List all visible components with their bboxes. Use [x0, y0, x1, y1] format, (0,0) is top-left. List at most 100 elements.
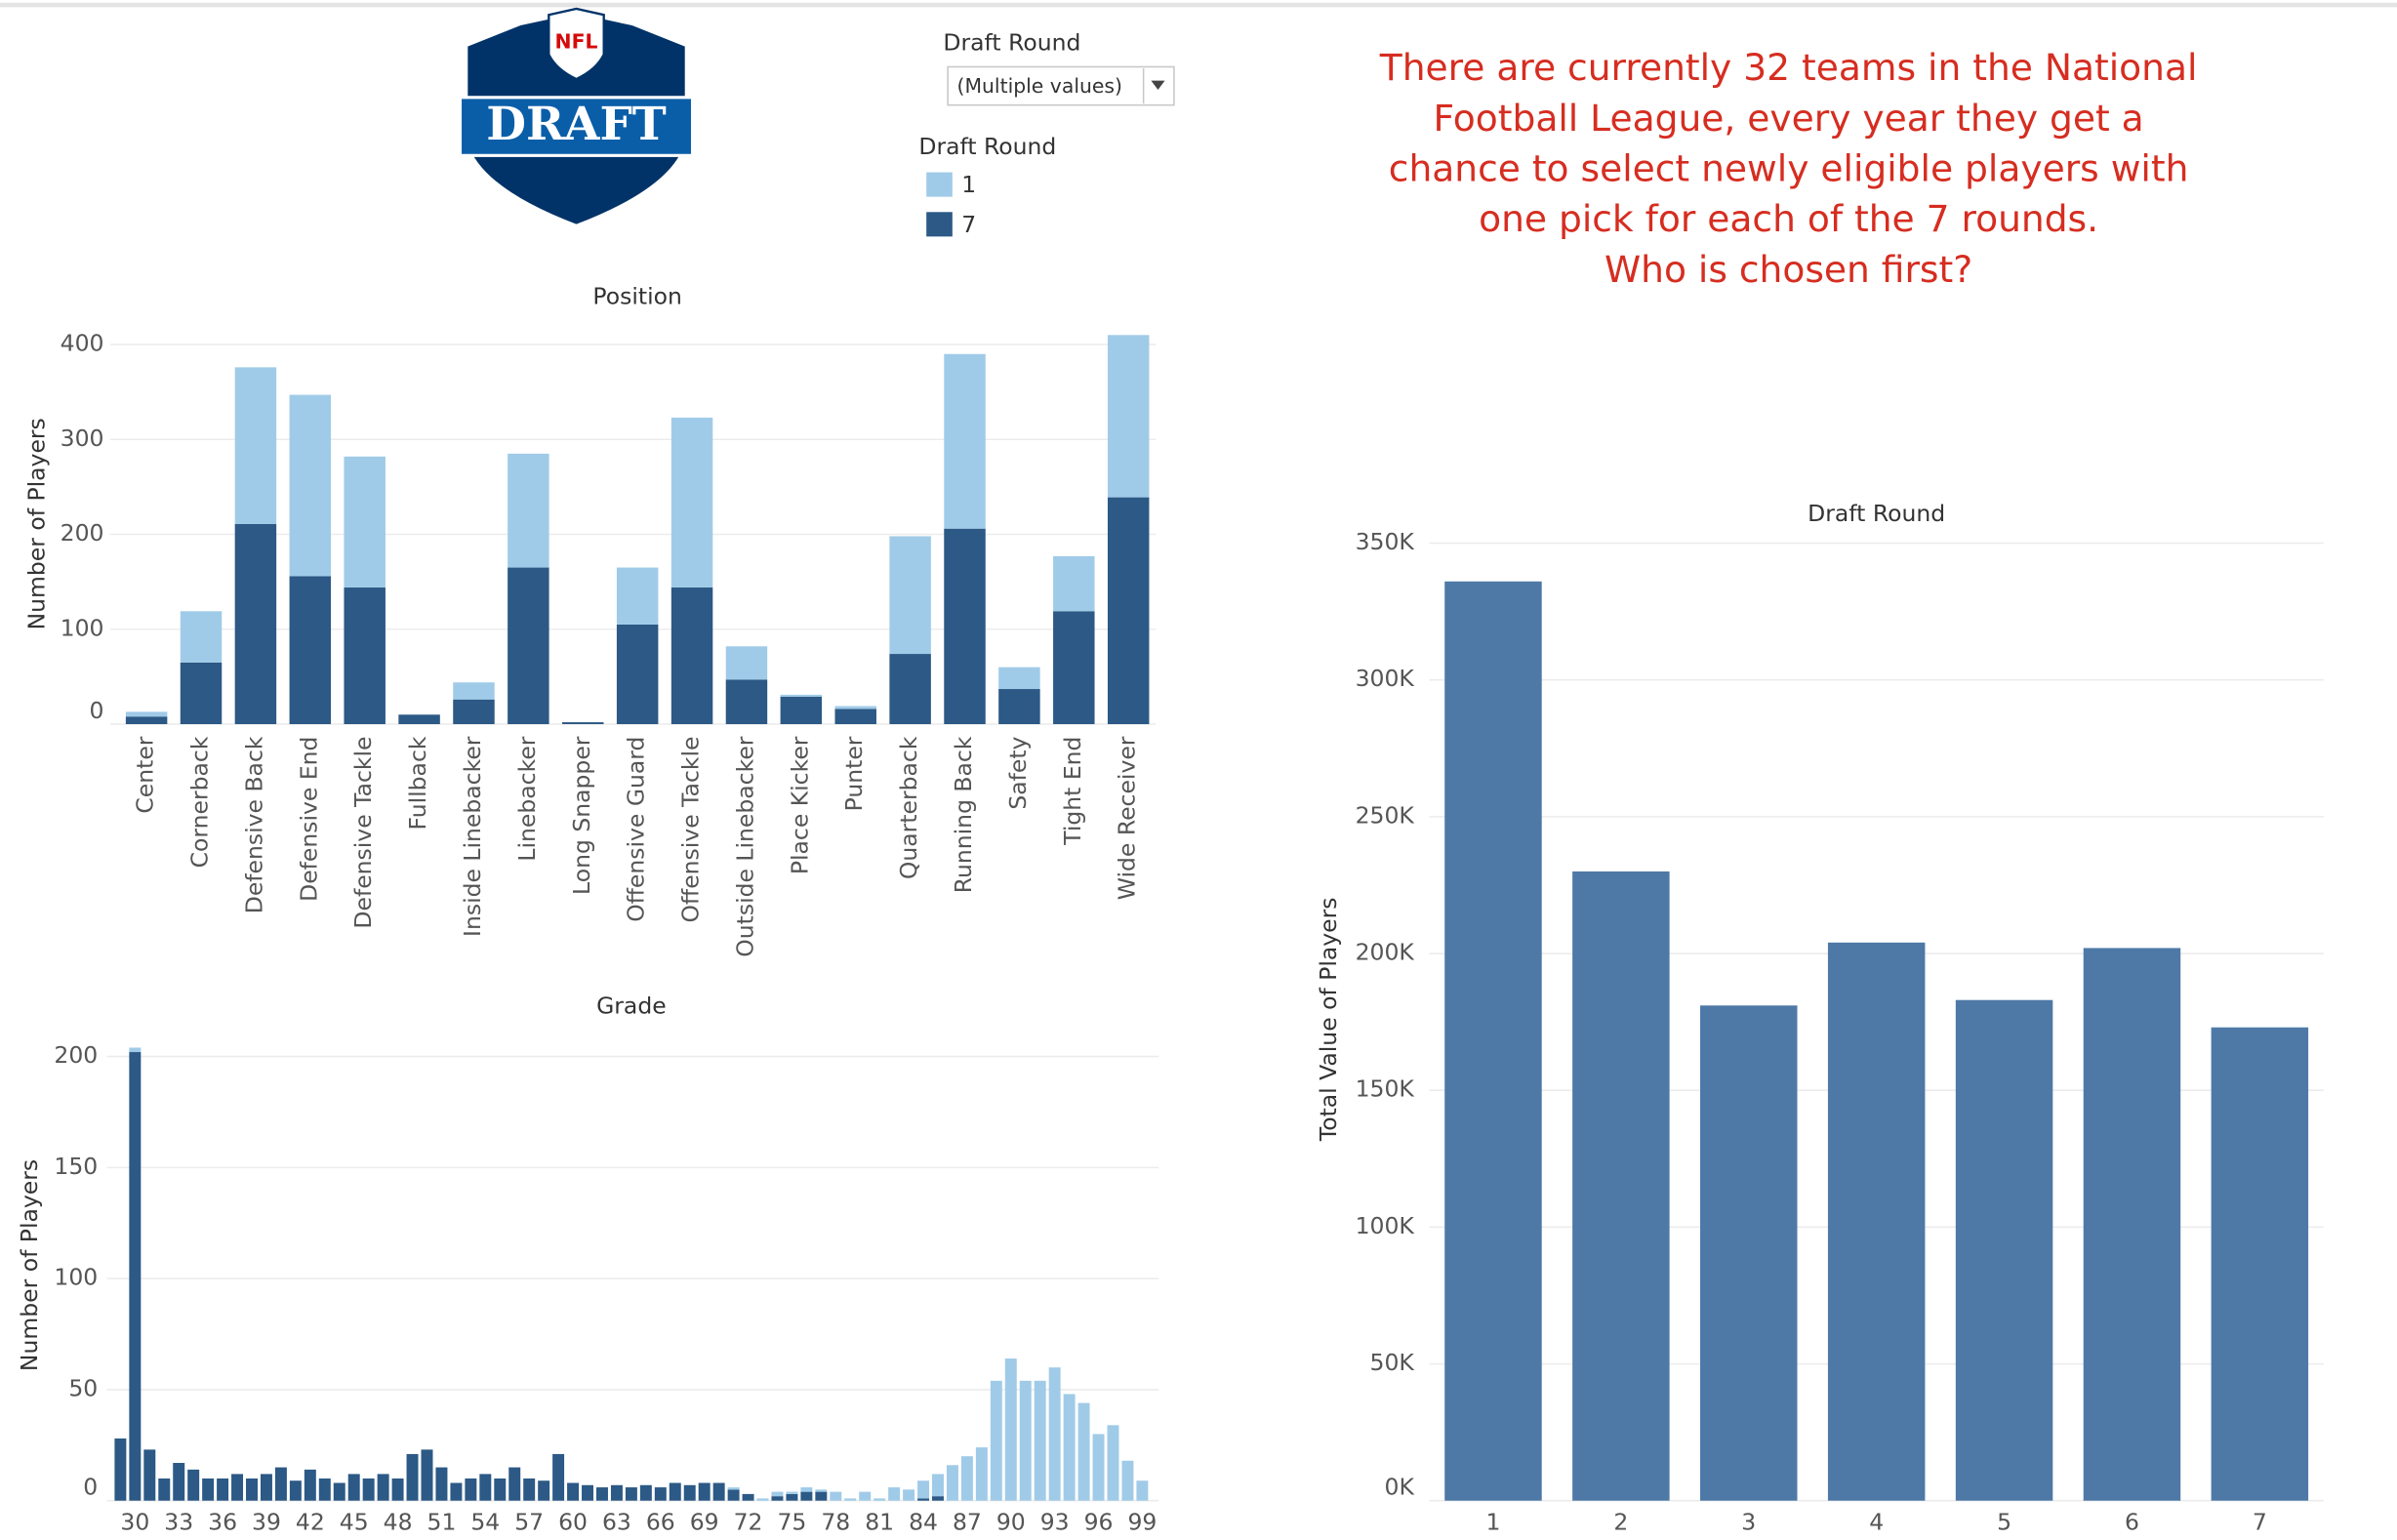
bar [1955, 999, 2053, 1501]
bar [274, 1467, 287, 1501]
y-tick-label: 200 [54, 1041, 98, 1069]
legend-label: 1 [961, 171, 976, 198]
filter-title: Draft Round [943, 28, 1080, 56]
bar [1572, 871, 1670, 1501]
bar [453, 699, 495, 725]
x-tick-label: 99 [1127, 1509, 1157, 1536]
y-axis-title: Number of Players [23, 418, 51, 629]
bar [406, 1453, 419, 1501]
bar [508, 567, 549, 725]
y-tick-label: 100 [61, 614, 104, 641]
bar [698, 1482, 711, 1501]
bar [231, 1474, 244, 1501]
chart-title: Position [592, 283, 681, 310]
bar [946, 1465, 958, 1501]
bar [450, 1482, 463, 1501]
bar [202, 1478, 215, 1501]
bar [173, 1463, 185, 1501]
bar [318, 1478, 331, 1501]
bar [344, 456, 386, 588]
bar [998, 667, 1040, 690]
x-tick-label: 96 [1084, 1509, 1114, 1536]
bar [932, 1474, 944, 1497]
bar [1092, 1434, 1105, 1501]
bar [582, 1484, 594, 1501]
bar [347, 1474, 360, 1501]
bar [610, 1484, 623, 1501]
x-tick-label: 51 [427, 1509, 457, 1536]
bar [654, 1487, 667, 1501]
bar [180, 611, 223, 663]
bar [873, 1498, 886, 1501]
bar [944, 528, 986, 725]
bar [453, 682, 495, 700]
legend-swatch [926, 172, 953, 197]
x-tick-label: 33 [164, 1509, 193, 1536]
bar [771, 1491, 784, 1497]
dropdown-value[interactable]: (Multiple values) [957, 74, 1122, 98]
x-tick-label: 42 [296, 1509, 325, 1536]
bar [1107, 497, 1150, 725]
logo-band [458, 96, 695, 157]
x-tick-label: Place Kicker [786, 736, 813, 874]
filter-dropdown[interactable]: (Multiple values) [947, 65, 1175, 106]
dropdown-box[interactable] [947, 65, 1175, 106]
y-tick-label: 0K [1385, 1474, 1415, 1501]
x-tick-label: Quarterback [895, 736, 922, 879]
y-tick-label: 100K [1356, 1212, 1415, 1239]
bar [391, 1478, 404, 1501]
bar [187, 1469, 200, 1501]
x-tick-label: Safety [1004, 736, 1032, 809]
x-tick-label: 63 [602, 1509, 631, 1536]
bar [903, 1489, 915, 1501]
annotation-line: chance to select newly eligible players … [1389, 147, 2189, 190]
bar [815, 1491, 828, 1501]
bar [2083, 948, 2181, 1501]
x-tick-label: 60 [558, 1509, 588, 1536]
bar [998, 689, 1040, 725]
bar [669, 1482, 681, 1501]
y-tick-label: 400 [61, 330, 104, 357]
annotation-line: There are currently 32 teams in the Nati… [1379, 46, 2198, 89]
bar [625, 1487, 637, 1501]
x-tick-label: Cornerback [186, 736, 214, 868]
bar [435, 1467, 448, 1501]
bar [1034, 1380, 1046, 1501]
dropdown-arrow[interactable] [1151, 80, 1165, 90]
bar [780, 696, 823, 725]
bar [960, 1456, 973, 1501]
x-tick-label: 3 [1741, 1509, 1756, 1536]
bar [2211, 1027, 2309, 1501]
x-tick-label: Offensive Guard [623, 737, 650, 922]
bar [800, 1491, 813, 1501]
bar [786, 1493, 798, 1501]
x-tick-label: Running Back [950, 736, 977, 893]
bar [217, 1478, 229, 1501]
x-tick-label: 45 [340, 1509, 369, 1536]
bar [538, 1480, 550, 1501]
bar [1827, 942, 1926, 1501]
bar [562, 722, 604, 725]
bar [815, 1489, 828, 1492]
bar [834, 709, 876, 725]
bar [289, 1480, 302, 1501]
bar [727, 1487, 740, 1490]
top-bar [0, 2, 2397, 8]
bar [494, 1478, 507, 1501]
bar [1107, 335, 1150, 498]
bar [834, 706, 876, 709]
bar [158, 1478, 171, 1501]
bar [712, 1482, 725, 1501]
bar [780, 694, 823, 697]
bar [800, 1487, 813, 1492]
x-tick-label: 84 [909, 1509, 938, 1536]
bar [595, 1487, 608, 1501]
x-tick-label: 93 [1040, 1509, 1070, 1536]
bar [1700, 1005, 1798, 1501]
annotation: There are currently 32 teams in the Nati… [1379, 46, 2198, 291]
bar [786, 1491, 798, 1494]
bar [304, 1469, 316, 1501]
annotation-line: one pick for each of the 7 rounds. [1479, 197, 2098, 240]
bar [727, 1489, 740, 1501]
